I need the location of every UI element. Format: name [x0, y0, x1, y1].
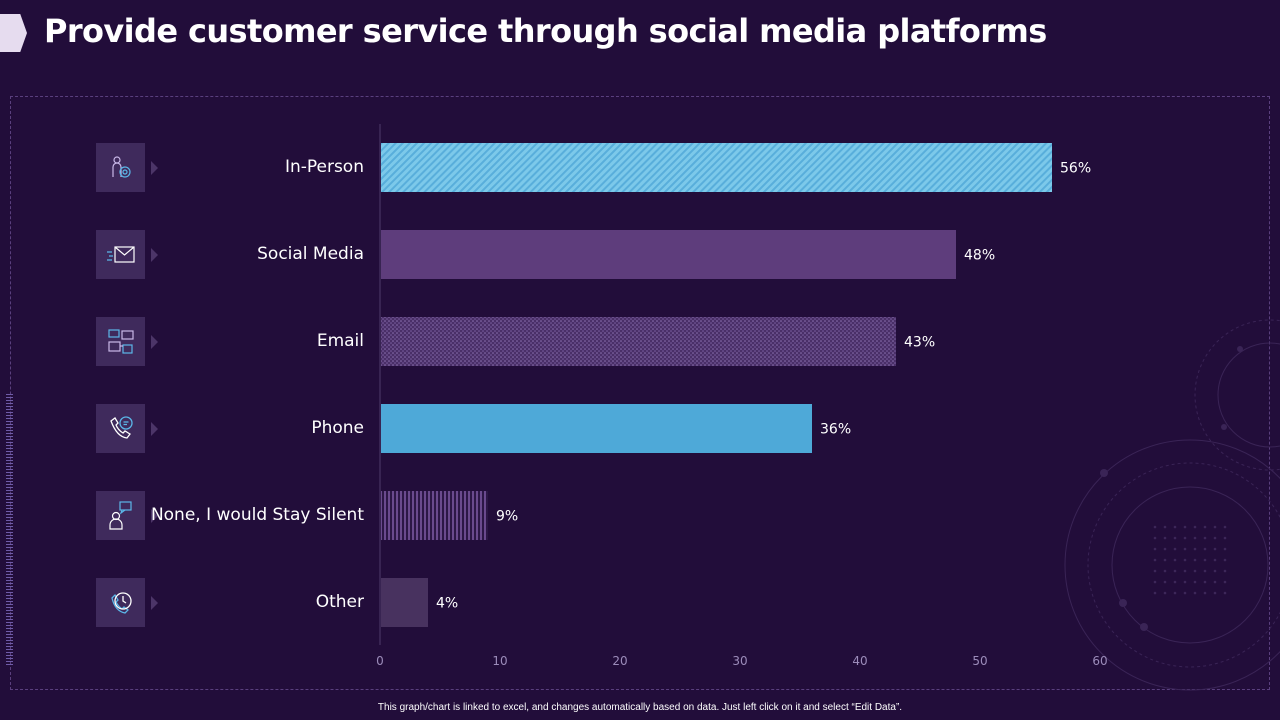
data-label-1: 48% [964, 248, 995, 264]
bar-3 [381, 404, 812, 453]
row-arrow [151, 335, 158, 349]
data-label-3: 36% [820, 422, 851, 438]
data-label-0: 56% [1060, 161, 1091, 177]
row-arrow [151, 596, 158, 610]
x-tick-label: 0 [376, 654, 384, 668]
x-tick-label: 60 [1092, 654, 1107, 668]
person-gear-icon [96, 143, 145, 192]
bar-0 [381, 143, 1052, 192]
bar-2 [381, 317, 896, 366]
bar-4 [381, 491, 488, 540]
x-tick-label: 20 [612, 654, 627, 668]
x-tick-label: 30 [732, 654, 747, 668]
data-label-5: 4% [436, 596, 458, 612]
clock-phone-icon [96, 578, 145, 627]
page-title: Provide customer service through social … [44, 12, 1047, 50]
row-arrow [151, 248, 158, 262]
phone-chat-icon [96, 404, 145, 453]
x-tick-label: 10 [492, 654, 507, 668]
category-label-phone: Phone [311, 418, 364, 438]
category-label-in-person: In-Person [284, 157, 364, 177]
bar-5 [381, 578, 428, 627]
row-arrow [151, 422, 158, 436]
left-edge-ticks [6, 394, 13, 666]
data-label-4: 9% [496, 509, 518, 525]
data-label-2: 43% [904, 335, 935, 351]
envelope-fast-icon [96, 230, 145, 279]
email-chat-icon [96, 317, 145, 366]
row-arrow [151, 161, 158, 175]
x-tick-label: 40 [852, 654, 867, 668]
category-label-other: Other [315, 592, 364, 612]
footer-note: This graph/chart is linked to excel, and… [377, 702, 903, 713]
category-label-email: Email [316, 331, 364, 351]
row-arrow [151, 509, 158, 523]
bar-1 [381, 230, 956, 279]
chart-panel [10, 96, 1270, 690]
x-tick-label: 50 [972, 654, 987, 668]
person-speech-icon [96, 491, 145, 540]
category-label-stay-silent: None, I would Stay Silent [150, 505, 364, 525]
category-label-social-media: Social Media [257, 244, 364, 264]
